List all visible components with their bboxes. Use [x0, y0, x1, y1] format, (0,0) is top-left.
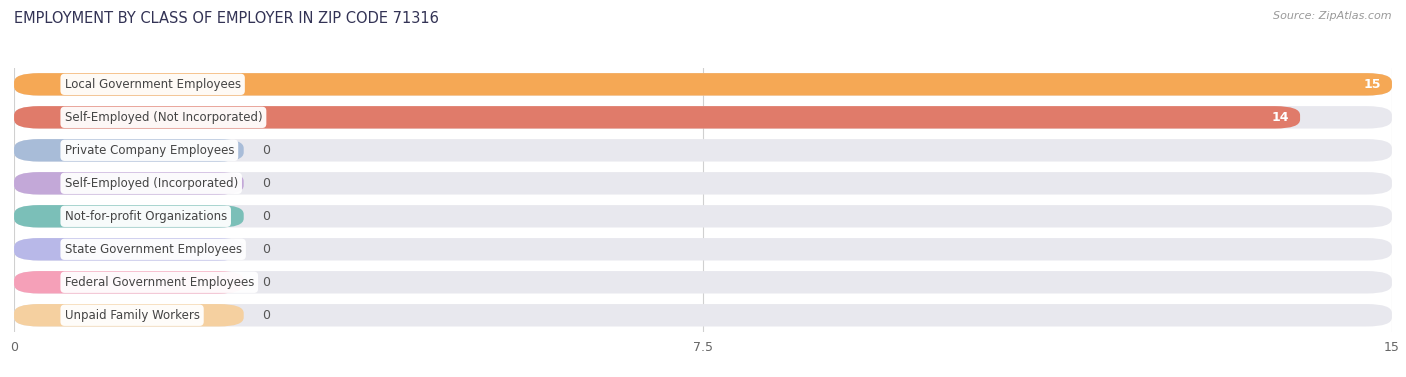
Text: Local Government Employees: Local Government Employees — [65, 78, 240, 91]
FancyBboxPatch shape — [14, 238, 243, 261]
FancyBboxPatch shape — [14, 73, 1392, 96]
Text: Unpaid Family Workers: Unpaid Family Workers — [65, 309, 200, 322]
Text: 0: 0 — [262, 177, 270, 190]
Text: Federal Government Employees: Federal Government Employees — [65, 276, 254, 289]
FancyBboxPatch shape — [14, 304, 1392, 326]
FancyBboxPatch shape — [14, 172, 243, 195]
Text: Self-Employed (Not Incorporated): Self-Employed (Not Incorporated) — [65, 111, 262, 124]
FancyBboxPatch shape — [14, 271, 243, 294]
FancyBboxPatch shape — [14, 106, 1301, 129]
Text: 0: 0 — [262, 243, 270, 256]
FancyBboxPatch shape — [14, 304, 243, 326]
Text: 0: 0 — [262, 276, 270, 289]
FancyBboxPatch shape — [14, 271, 1392, 294]
Text: 0: 0 — [262, 210, 270, 223]
Text: State Government Employees: State Government Employees — [65, 243, 242, 256]
Text: 14: 14 — [1271, 111, 1289, 124]
FancyBboxPatch shape — [14, 139, 1392, 162]
Text: 0: 0 — [262, 309, 270, 322]
FancyBboxPatch shape — [14, 205, 1392, 228]
FancyBboxPatch shape — [14, 139, 243, 162]
FancyBboxPatch shape — [14, 205, 243, 228]
Text: 0: 0 — [262, 144, 270, 157]
Text: 15: 15 — [1364, 78, 1381, 91]
Text: Source: ZipAtlas.com: Source: ZipAtlas.com — [1274, 11, 1392, 21]
FancyBboxPatch shape — [14, 238, 1392, 261]
Text: Self-Employed (Incorporated): Self-Employed (Incorporated) — [65, 177, 238, 190]
FancyBboxPatch shape — [14, 106, 1392, 129]
Text: Private Company Employees: Private Company Employees — [65, 144, 233, 157]
FancyBboxPatch shape — [14, 172, 1392, 195]
Text: EMPLOYMENT BY CLASS OF EMPLOYER IN ZIP CODE 71316: EMPLOYMENT BY CLASS OF EMPLOYER IN ZIP C… — [14, 11, 439, 26]
FancyBboxPatch shape — [14, 73, 1392, 96]
Text: Not-for-profit Organizations: Not-for-profit Organizations — [65, 210, 226, 223]
